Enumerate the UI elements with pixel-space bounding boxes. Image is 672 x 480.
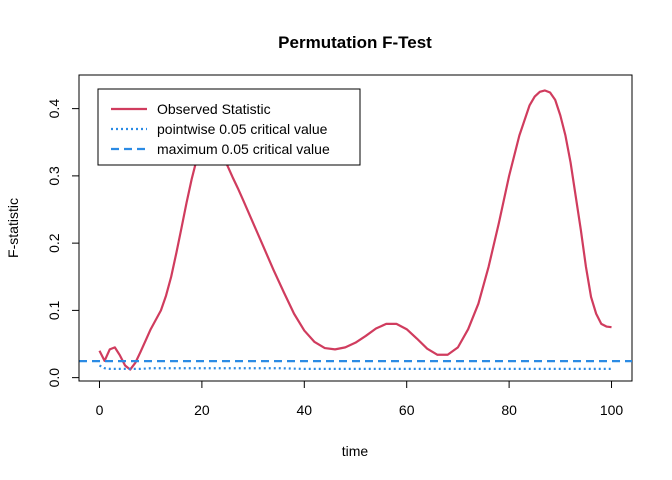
y-tick-label: 0.4	[46, 99, 62, 119]
series-layer	[79, 89, 632, 371]
y-tick-label: 0.3	[46, 166, 62, 186]
legend: Observed Statistic pointwise 0.05 critic…	[97, 88, 361, 166]
legend-label-observed: Observed Statistic	[157, 101, 271, 117]
x-tick-label: 0	[96, 402, 104, 418]
y-tick-label: 0.0	[46, 368, 62, 388]
y-tick-label: 0.1	[46, 300, 62, 320]
x-tick-label: 20	[194, 402, 210, 418]
y-tick-label: 0.2	[46, 233, 62, 253]
x-axis-label: time	[342, 443, 369, 459]
x-tick-label: 100	[600, 402, 624, 418]
y-axis-label: F-statistic	[5, 198, 21, 258]
legend-label-pointwise: pointwise 0.05 critical value	[157, 121, 328, 137]
y-axis: 0.0 0.1 0.2 0.3 0.4	[46, 99, 80, 388]
x-tick-label: 40	[297, 402, 313, 418]
series-pointwise-line	[98, 364, 612, 370]
x-tick-label: 60	[399, 402, 415, 418]
series-observed-line	[98, 89, 612, 371]
chart-title: Permutation F-Test	[278, 33, 432, 52]
x-axis: 0 20 40 60 80 100	[96, 380, 624, 418]
legend-box	[97, 88, 361, 166]
legend-label-maximum: maximum 0.05 critical value	[157, 141, 330, 157]
x-tick-label: 80	[501, 402, 517, 418]
